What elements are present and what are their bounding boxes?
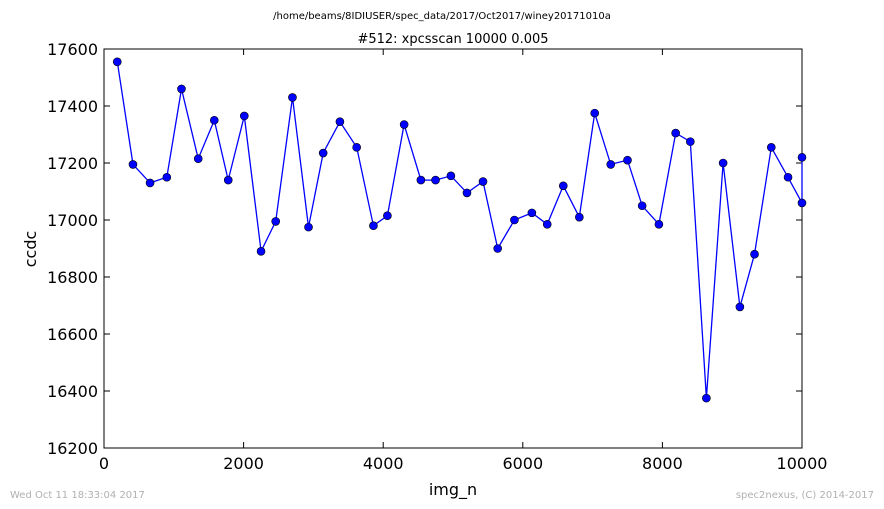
data-point xyxy=(702,393,711,403)
data-point xyxy=(686,137,695,146)
data-point xyxy=(223,175,233,185)
file-path-header: /home/beams/8IDIUSER/spec_data/2017/Oct2… xyxy=(273,11,611,22)
y-tick-label: 17600 xyxy=(47,40,98,59)
data-point xyxy=(369,221,378,230)
y-tick-label: 17400 xyxy=(47,97,98,116)
data-point xyxy=(671,128,680,138)
plot-area-frame xyxy=(103,48,803,449)
data-point xyxy=(766,143,776,152)
data-point xyxy=(288,93,297,102)
data-point xyxy=(797,198,807,208)
footer-timestamp: Wed Oct 11 18:33:04 2017 xyxy=(10,490,145,501)
data-point xyxy=(558,181,568,191)
data-point xyxy=(145,178,155,188)
x-tick-label: 0 xyxy=(99,454,109,473)
footer-credit: spec2nexus, (C) 2014-2017 xyxy=(736,490,874,501)
data-point xyxy=(431,175,440,185)
y-tick-label: 17200 xyxy=(47,154,98,173)
data-point xyxy=(637,201,647,211)
data-point xyxy=(112,57,122,67)
data-point xyxy=(318,148,328,158)
data-point xyxy=(446,171,456,181)
data-point xyxy=(527,208,537,218)
x-tick-label: 8000 xyxy=(642,454,683,473)
data-point xyxy=(193,154,203,164)
data-point xyxy=(623,155,632,165)
x-axis-label: img_n xyxy=(429,480,477,500)
data-point xyxy=(750,249,759,259)
data-point xyxy=(256,247,266,256)
data-point xyxy=(335,117,345,126)
data-point xyxy=(654,219,664,229)
data-point xyxy=(718,158,728,168)
data-point xyxy=(493,244,502,253)
data-point xyxy=(735,302,745,312)
y-tick-label: 16800 xyxy=(47,268,98,287)
data-point xyxy=(416,175,426,185)
data-point xyxy=(590,108,599,118)
data-point xyxy=(478,177,488,186)
data-point xyxy=(542,219,552,229)
chart-title: #512: xpcsscan 10000 0.005 xyxy=(357,32,548,47)
data-point xyxy=(783,172,793,182)
data-point xyxy=(606,160,616,169)
data-point xyxy=(510,215,519,225)
data-point xyxy=(271,217,281,226)
x-tick-label: 6000 xyxy=(502,454,543,473)
data-point xyxy=(575,212,584,222)
series-markers xyxy=(112,57,807,403)
data-point xyxy=(128,160,138,169)
y-axis: 16200 16400 16600 16800 17000 17200 17400 17600 xyxy=(47,40,802,458)
data-point xyxy=(352,143,361,152)
data-point xyxy=(162,172,172,182)
y-tick-label: 16600 xyxy=(47,325,98,344)
data-point xyxy=(177,84,186,94)
y-tick-label: 17000 xyxy=(47,211,98,230)
data-point xyxy=(304,222,313,232)
x-axis: 0 2000 4000 6000 8000 10000 xyxy=(99,49,828,473)
data-point xyxy=(462,188,472,198)
data-point xyxy=(209,115,219,125)
data-point xyxy=(399,120,409,129)
x-tick-label: 10000 xyxy=(777,454,828,473)
data-point xyxy=(239,111,249,121)
x-tick-label: 2000 xyxy=(223,454,264,473)
series-ccdc xyxy=(112,57,807,403)
y-tick-label: 16200 xyxy=(47,439,98,458)
x-tick-label: 4000 xyxy=(363,454,404,473)
data-point xyxy=(797,153,807,162)
series-line xyxy=(116,61,803,399)
y-axis-label: ccdc xyxy=(21,231,40,268)
y-tick-label: 16400 xyxy=(47,382,98,401)
data-point xyxy=(383,211,392,221)
